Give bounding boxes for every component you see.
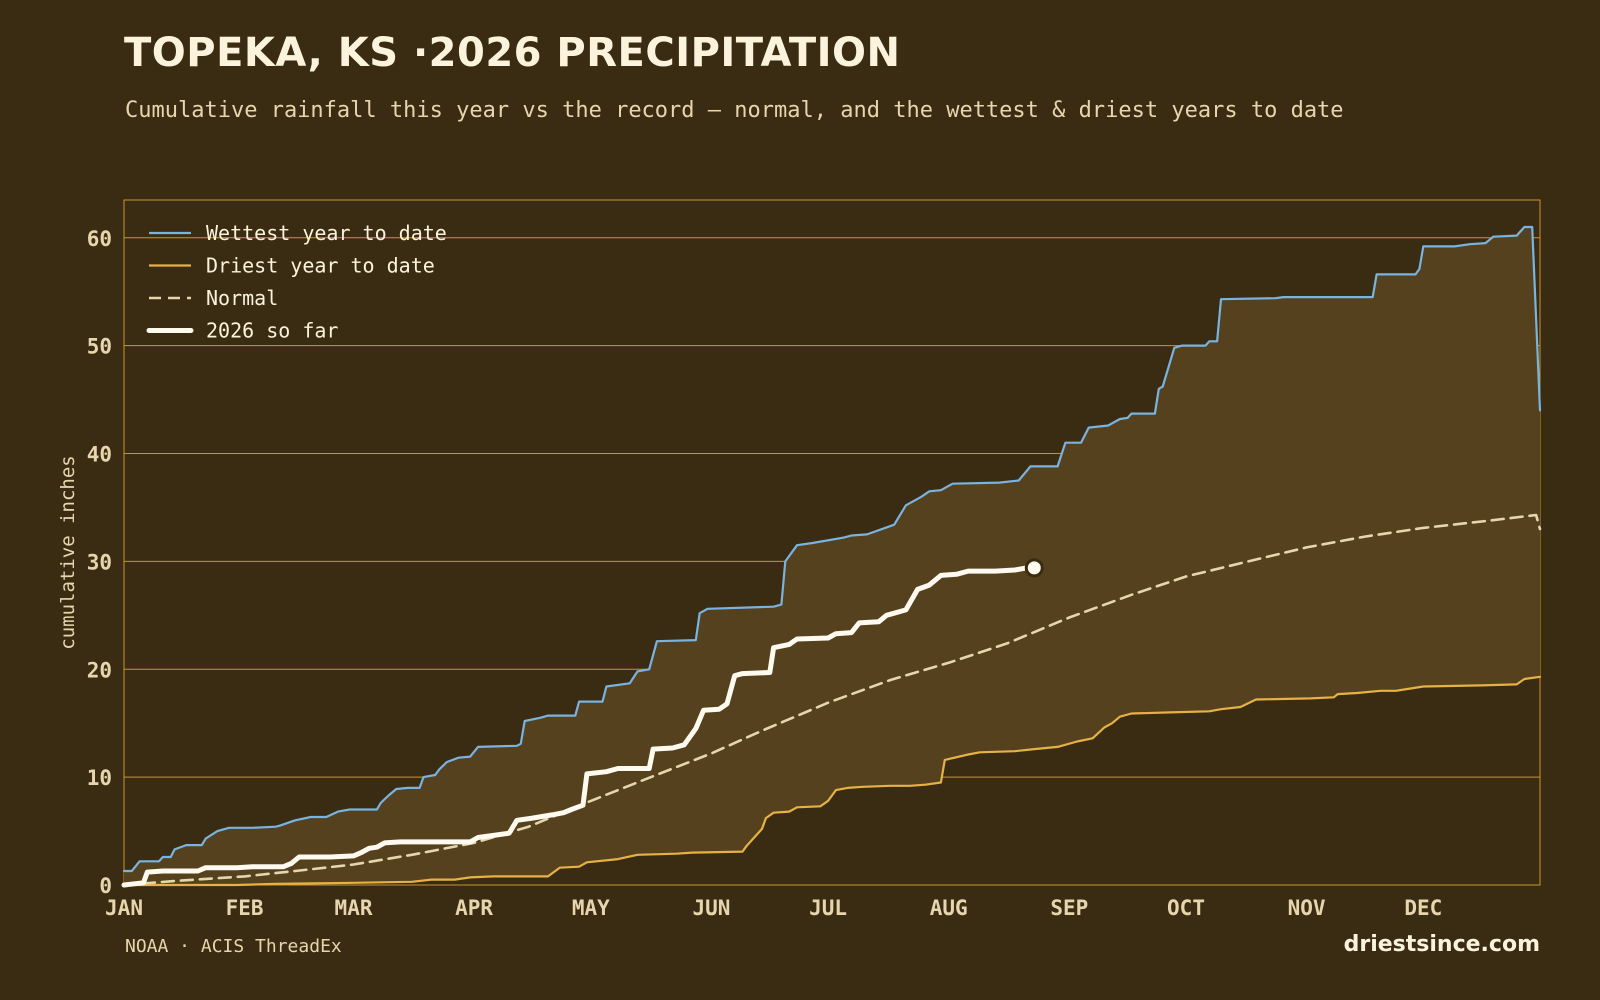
axes: 0 10 20 30 40 50 60 JAN FEB MAR APR MAY JUN JUL AUG SEP… <box>57 227 1442 920</box>
series-line-driest-year-to-date <box>122 675 1542 887</box>
x-tick-label: SEP <box>1050 896 1088 920</box>
x-tick-label: MAY <box>572 896 610 920</box>
series-line-2026-so-far <box>121 565 1037 888</box>
x-tick-label: DEC <box>1404 896 1442 920</box>
y-tick-label: 0 <box>99 874 112 898</box>
y-tick-label: 50 <box>87 335 112 359</box>
legend-label: Wettest year to date <box>206 221 447 245</box>
legend-label: 2026 so far <box>206 319 338 343</box>
x-tick-label: AUG <box>930 896 968 920</box>
y-tick-label: 10 <box>87 766 112 790</box>
y-tick-label: 20 <box>87 658 112 682</box>
y-tick-label: 40 <box>87 443 112 467</box>
y-tick-label: 60 <box>87 227 112 251</box>
y-tick-label: 30 <box>87 550 112 574</box>
x-tick-label: JUN <box>692 896 730 920</box>
chart-subtitle: Cumulative rainfall this year vs the rec… <box>125 98 1344 123</box>
latest-point-marker <box>1024 558 1044 578</box>
x-tick-label: NOV <box>1288 896 1326 920</box>
y-axis-label: cumulative inches <box>57 455 79 649</box>
brand-link[interactable]: driestsince.com <box>1343 932 1540 957</box>
x-tick-label: OCT <box>1167 896 1205 920</box>
series-line-normal <box>122 513 1542 887</box>
legend-label: Driest year to date <box>206 254 435 278</box>
x-tick-label: APR <box>455 896 493 920</box>
x-tick-label: JAN <box>105 896 143 920</box>
series-line-wettest-year-to-date <box>122 225 1542 873</box>
x-tick-label: JUL <box>809 896 847 920</box>
legend-label: Normal <box>206 286 278 310</box>
legend: Wettest year to date Driest year to date N… <box>146 221 447 343</box>
band-area <box>124 227 1540 885</box>
x-tick-label: FEB <box>226 896 264 920</box>
chart-title: TOPEKA, KS ·2026 PRECIPITATION <box>124 30 901 76</box>
x-tick-label: MAR <box>335 896 373 920</box>
source-note: NOAA · ACIS ThreadEx <box>125 936 342 957</box>
record-band <box>124 227 1540 885</box>
series-lines <box>121 225 1542 888</box>
